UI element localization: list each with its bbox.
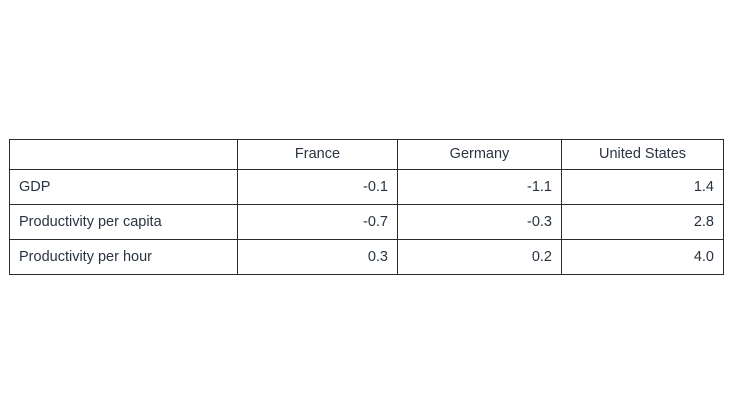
cell-gdp-united-states: 1.4 [561, 169, 724, 205]
cell-gdp-germany: -1.1 [397, 169, 562, 205]
table-row: Productivity per hour 0.3 0.2 4.0 [9, 239, 724, 275]
table-header: France Germany United States [9, 139, 724, 170]
cell-gdp-france: -0.1 [237, 169, 398, 205]
row-label-gdp: GDP [9, 169, 238, 205]
economic-indicators-table: France Germany United States GDP -0.1 -1… [9, 139, 724, 275]
cell-productivity-per-capita-germany: -0.3 [397, 204, 562, 240]
table-body: GDP -0.1 -1.1 1.4 Productivity per capit… [9, 169, 724, 275]
column-header-united-states: United States [561, 139, 724, 170]
cell-productivity-per-capita-france: -0.7 [237, 204, 398, 240]
table-corner-cell [9, 139, 238, 170]
row-label-productivity-per-capita: Productivity per capita [9, 204, 238, 240]
cell-productivity-per-hour-france: 0.3 [237, 239, 398, 275]
cell-productivity-per-capita-united-states: 2.8 [561, 204, 724, 240]
cell-productivity-per-hour-germany: 0.2 [397, 239, 562, 275]
column-header-france: France [237, 139, 398, 170]
table-row: Productivity per capita -0.7 -0.3 2.8 [9, 204, 724, 240]
data-table-container: France Germany United States GDP -0.1 -1… [9, 139, 724, 275]
row-label-productivity-per-hour: Productivity per hour [9, 239, 238, 275]
cell-productivity-per-hour-united-states: 4.0 [561, 239, 724, 275]
column-header-germany: Germany [397, 139, 562, 170]
table-row: GDP -0.1 -1.1 1.4 [9, 169, 724, 205]
table-header-row: France Germany United States [9, 139, 724, 170]
